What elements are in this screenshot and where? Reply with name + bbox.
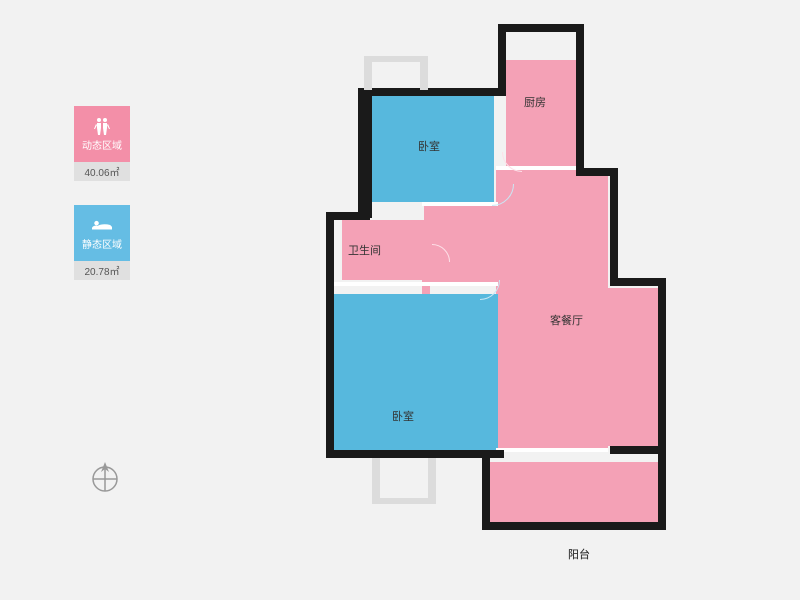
wall-light — [372, 498, 434, 504]
wall — [498, 64, 506, 96]
wall — [610, 446, 666, 454]
room-label-kitchen: 厨房 — [524, 94, 546, 110]
wall — [326, 212, 334, 458]
wall — [326, 450, 504, 458]
room-bedroom2 — [334, 294, 498, 450]
wall — [358, 88, 372, 218]
wall — [496, 450, 504, 458]
legend-dynamic-label: 动态区域 — [82, 137, 122, 152]
room-living_ext — [424, 202, 500, 284]
wall — [358, 88, 506, 96]
floor-plan: 厨房卧室卫生间客餐厅卧室阳台 — [310, 12, 730, 582]
room-label-bathroom: 卫生间 — [348, 242, 381, 258]
wall-light — [428, 458, 436, 504]
legend-dynamic: 动态区域 40.06㎡ — [74, 106, 130, 181]
wall — [610, 168, 618, 284]
interior-line — [334, 282, 498, 286]
room-label-balcony: 阳台 — [568, 546, 590, 562]
wall — [658, 278, 666, 454]
legend-static-square: 静态区域 — [74, 205, 130, 261]
room-label-bedroom1: 卧室 — [418, 138, 440, 154]
wall-light — [364, 56, 426, 62]
compass-icon — [88, 460, 122, 494]
interior-line — [422, 202, 498, 206]
wall — [482, 454, 490, 528]
wall — [482, 522, 666, 530]
legend-static-value: 20.78㎡ — [74, 261, 130, 280]
legend-dynamic-square: 动态区域 — [74, 106, 130, 162]
room-living — [496, 168, 608, 448]
legend-dynamic-value: 40.06㎡ — [74, 162, 130, 181]
wall — [658, 454, 666, 528]
room-label-living: 客餐厅 — [550, 312, 583, 328]
wall — [498, 24, 584, 32]
interior-line — [496, 448, 608, 452]
room-label-bedroom2: 卧室 — [392, 408, 414, 424]
room-balcony — [488, 462, 660, 522]
legend-static: 静态区域 20.78㎡ — [74, 205, 130, 280]
legend-static-label: 静态区域 — [82, 236, 122, 251]
wall — [576, 24, 584, 174]
room-kitchen — [506, 60, 578, 166]
legend-panel: 动态区域 40.06㎡ 静态区域 20.78㎡ — [74, 106, 130, 280]
sleep-icon — [92, 216, 112, 234]
wall — [576, 168, 584, 176]
people-icon — [92, 117, 112, 135]
room-living_ext2 — [608, 288, 662, 446]
wall-light — [420, 56, 428, 90]
